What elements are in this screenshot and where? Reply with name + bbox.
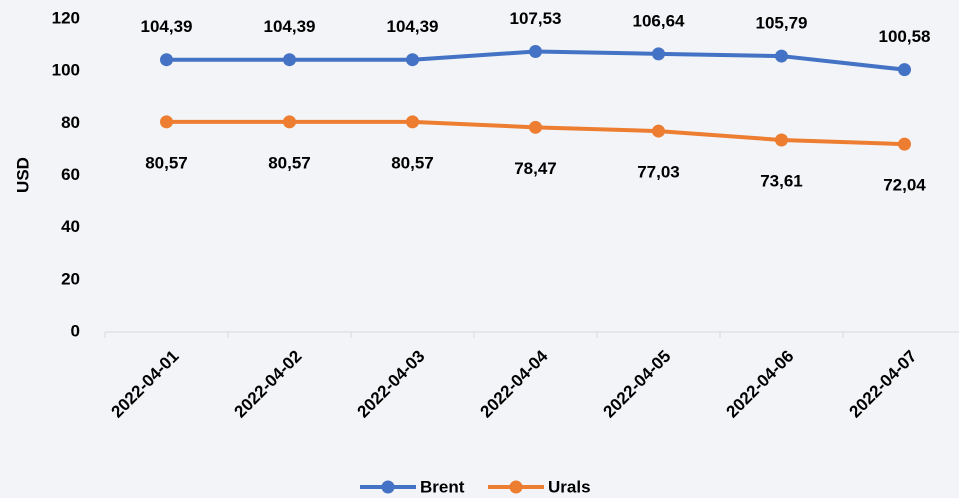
legend-marker <box>381 480 395 494</box>
x-tick-label: 2022-04-05 <box>600 347 675 422</box>
x-tick-label: 2022-04-01 <box>108 347 183 422</box>
data-label: 100,58 <box>879 27 931 46</box>
y-tick-label: 120 <box>52 8 80 27</box>
y-tick-label: 60 <box>61 165 80 184</box>
legend-label: Brent <box>420 477 465 496</box>
data-label: 80,57 <box>145 153 188 172</box>
data-label: 80,57 <box>391 153 434 172</box>
data-label: 106,64 <box>633 11 686 30</box>
data-label: 77,03 <box>637 163 680 182</box>
x-tick-label: 2022-04-06 <box>723 347 798 422</box>
series-point <box>529 45 542 59</box>
y-tick-label: 0 <box>71 321 80 340</box>
y-tick-label: 40 <box>61 217 80 236</box>
series-point <box>283 53 296 67</box>
data-label: 105,79 <box>756 14 808 33</box>
series-point <box>283 115 296 129</box>
data-label: 80,57 <box>268 153 311 172</box>
series-point <box>406 53 419 67</box>
legend-label: Urals <box>548 477 591 496</box>
y-tick-label: 20 <box>61 269 80 288</box>
series-point <box>160 53 173 67</box>
series-point <box>775 49 788 63</box>
data-label: 107,53 <box>510 9 562 28</box>
data-label: 73,61 <box>760 171 803 190</box>
y-tick-label: 100 <box>52 61 80 80</box>
x-tick-label: 2022-04-04 <box>477 346 552 421</box>
series-point <box>898 137 911 151</box>
y-axis-label: USD <box>13 157 32 193</box>
data-label: 72,04 <box>883 176 926 195</box>
series-point <box>652 47 665 61</box>
series-point <box>406 115 419 129</box>
data-label: 104,39 <box>264 17 316 36</box>
series-point <box>652 124 665 138</box>
series-point <box>529 120 542 134</box>
series-point <box>160 115 173 129</box>
data-label: 78,47 <box>514 159 557 178</box>
data-label: 104,39 <box>387 17 439 36</box>
x-tick-label: 2022-04-02 <box>231 347 306 422</box>
y-tick-label: 80 <box>61 113 80 132</box>
x-tick-label: 2022-04-03 <box>354 347 429 422</box>
data-label: 104,39 <box>141 17 193 36</box>
legend-marker <box>509 480 523 494</box>
x-tick-label: 2022-04-07 <box>846 347 921 422</box>
series-point <box>775 133 788 147</box>
series-point <box>898 63 911 77</box>
